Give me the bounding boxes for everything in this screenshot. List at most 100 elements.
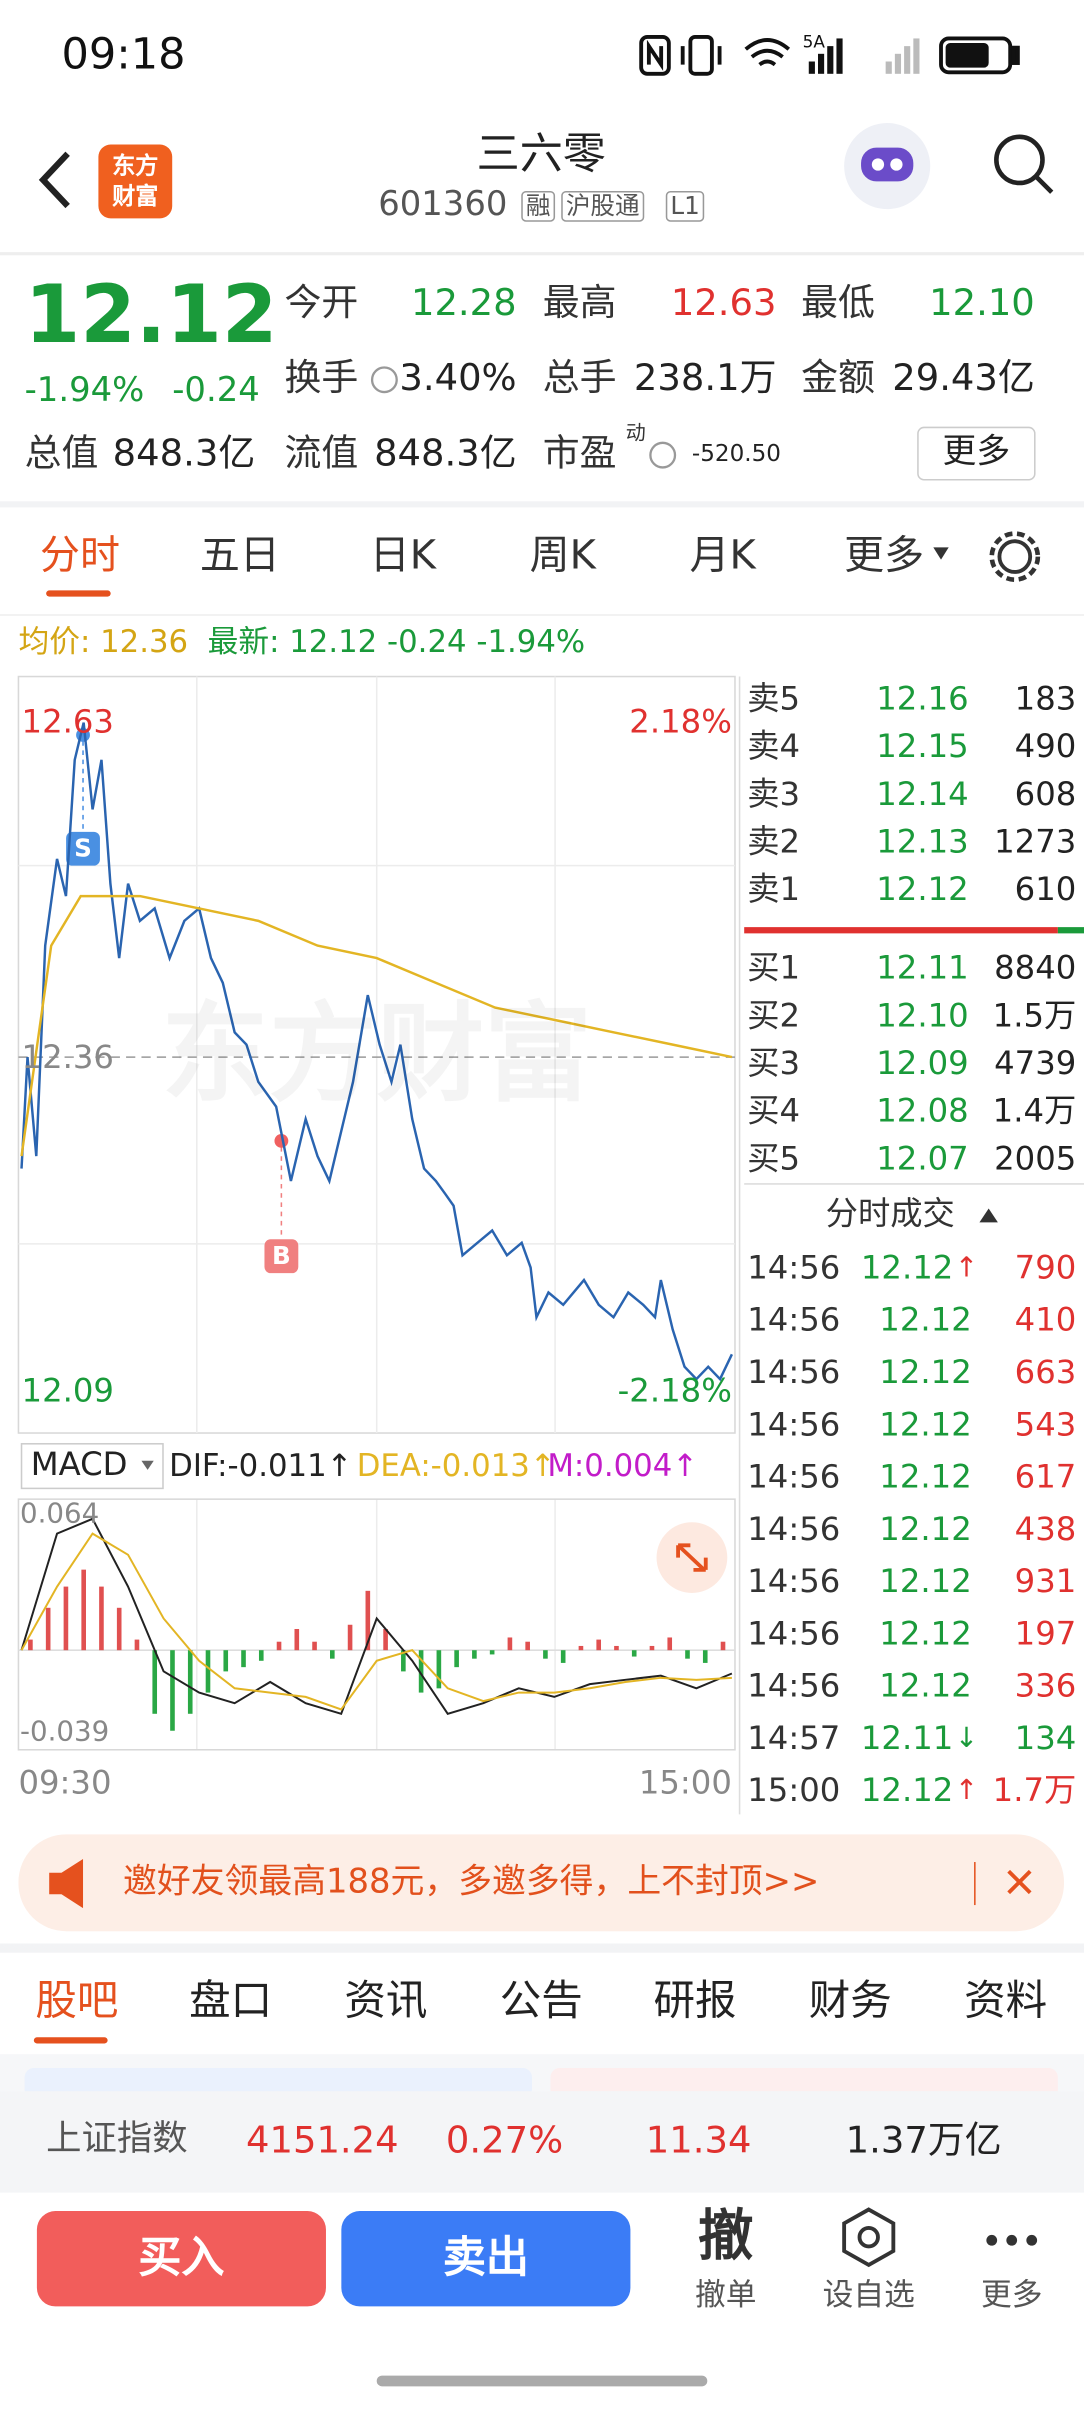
book-volume: 1.4万	[992, 1092, 1077, 1130]
macd-bar	[649, 1645, 655, 1651]
trade-time: 14:56	[747, 1353, 841, 1391]
cancel-icon[interactable]: 撤	[698, 2205, 754, 2269]
macd-bar	[436, 1650, 442, 1689]
trade-price: 12.12	[879, 1667, 972, 1705]
content-tab[interactable]: 股吧	[35, 1977, 119, 2026]
sell-label[interactable]: 卖出	[442, 2231, 529, 2283]
trade-volume: 438	[1014, 1510, 1077, 1548]
period-tab[interactable]: 分时	[39, 533, 120, 580]
macd-bar	[543, 1650, 548, 1659]
change-percent: -1.94%	[24, 371, 145, 411]
index-bar[interactable]	[0, 2091, 1084, 2193]
macd-bar	[720, 1641, 726, 1651]
banner[interactable]	[18, 1834, 1065, 1932]
content-tab[interactable]: 公告	[499, 1977, 583, 2026]
buy-label[interactable]: 买入	[138, 2231, 225, 2283]
trade-arrow: ↑	[954, 1251, 979, 1285]
content-tab[interactable]: 盘口	[189, 1977, 273, 2026]
field-note: 动	[625, 422, 646, 446]
index-change: 11.34	[645, 2118, 752, 2162]
price-line	[20, 722, 734, 1382]
settings-button[interactable]	[997, 539, 1033, 574]
trade-price: 12.12	[879, 1562, 972, 1600]
field-value: 12.28	[410, 281, 517, 325]
sell-button[interactable]	[341, 2211, 631, 2307]
search-button[interactable]	[994, 134, 1045, 186]
sell-marker-text: S	[74, 833, 92, 863]
content-tab[interactable]: 研报	[653, 1977, 737, 2026]
macd-bar	[28, 1639, 33, 1651]
index-change-percent: 0.27%	[445, 2118, 564, 2162]
macd-bar	[596, 1639, 602, 1651]
more-label[interactable]: 更多	[980, 2275, 1043, 2313]
more-button-text[interactable]: 更多	[942, 433, 1011, 472]
change-amount: -0.24	[172, 371, 260, 411]
status-time: 09:18	[61, 28, 186, 80]
trade-price: 12.12	[879, 1406, 972, 1443]
trade-time: 14:56	[747, 1249, 841, 1287]
macd-bar	[294, 1628, 300, 1651]
trade-volume: 790	[1014, 1249, 1077, 1287]
average-line	[20, 894, 733, 1157]
watchlist-label[interactable]: 设自选	[822, 2275, 915, 2313]
marker-sell	[66, 831, 100, 866]
back-button[interactable]	[38, 151, 70, 209]
period-tab[interactable]: 周K	[529, 533, 596, 580]
banner-text[interactable]: 邀好友领最高188元，多邀多得，上不封顶>>	[123, 1863, 820, 1902]
book-label: 卖3	[747, 775, 801, 813]
indicator-name[interactable]: MACD	[30, 1446, 128, 1483]
signal	[808, 38, 843, 74]
field-value: 848.3亿	[374, 431, 517, 475]
buy-button[interactable]	[36, 2211, 326, 2307]
macd-bar	[241, 1650, 246, 1668]
y-tick-label: 0.064	[19, 1497, 100, 1531]
content-tab[interactable]: 财务	[808, 1977, 892, 2026]
macd-bar	[702, 1650, 708, 1663]
indicator-select[interactable]	[20, 1443, 164, 1490]
trade-price: 12.11	[860, 1719, 954, 1757]
macd-bar	[507, 1637, 513, 1651]
book-volume: 610	[1014, 870, 1077, 908]
macd-bar	[347, 1624, 353, 1651]
close-button[interactable]	[1007, 1869, 1032, 1895]
macd-bar	[205, 1650, 211, 1693]
sort-arrow	[979, 1208, 998, 1223]
field-value: 29.43亿	[892, 356, 1035, 400]
period-tab[interactable]: 五日	[199, 533, 280, 580]
macd-bar	[383, 1628, 388, 1651]
trades-title[interactable]: 分时成交	[825, 1195, 955, 1233]
x-tick-label: 09:30	[18, 1764, 112, 1802]
trade-price: 12.12	[860, 1249, 954, 1287]
field-label: 最低	[801, 281, 875, 325]
macd-bar	[170, 1650, 175, 1731]
more-icon[interactable]	[986, 2234, 1038, 2246]
book-volume: 2005	[994, 1140, 1077, 1177]
period-tab[interactable]: 月K	[689, 533, 756, 580]
macd-bar	[99, 1586, 104, 1651]
period-tab[interactable]: 更多	[844, 533, 925, 580]
field-label: 流值	[284, 431, 359, 475]
cancel-label[interactable]: 撤单	[694, 2275, 757, 2313]
book-price: 12.15	[876, 727, 969, 765]
more-button[interactable]	[917, 426, 1036, 481]
content-tab[interactable]: 资料	[964, 1977, 1048, 2026]
macd-bar	[81, 1569, 86, 1651]
watchlist-icon[interactable]	[842, 2207, 896, 2268]
info-icon[interactable]	[370, 366, 398, 394]
dropdown-arrow	[141, 1460, 154, 1470]
info-icon[interactable]	[649, 441, 677, 469]
period-tab[interactable]: 日K	[369, 533, 436, 580]
trade-volume: 663	[1014, 1353, 1077, 1391]
trade-arrow: ↓	[954, 1722, 979, 1755]
field-label: 市盈	[542, 431, 617, 475]
tab-underline	[33, 2037, 108, 2044]
book-label: 买1	[747, 949, 801, 987]
field-value: 12.63	[670, 281, 777, 325]
book-volume: 4739	[994, 1044, 1077, 1082]
trade-time: 14:56	[747, 1406, 841, 1443]
book-volume: 183	[1014, 680, 1077, 718]
macd-bar	[685, 1650, 690, 1659]
content-tab[interactable]: 资讯	[344, 1977, 428, 2026]
book-price: 12.10	[876, 997, 969, 1034]
